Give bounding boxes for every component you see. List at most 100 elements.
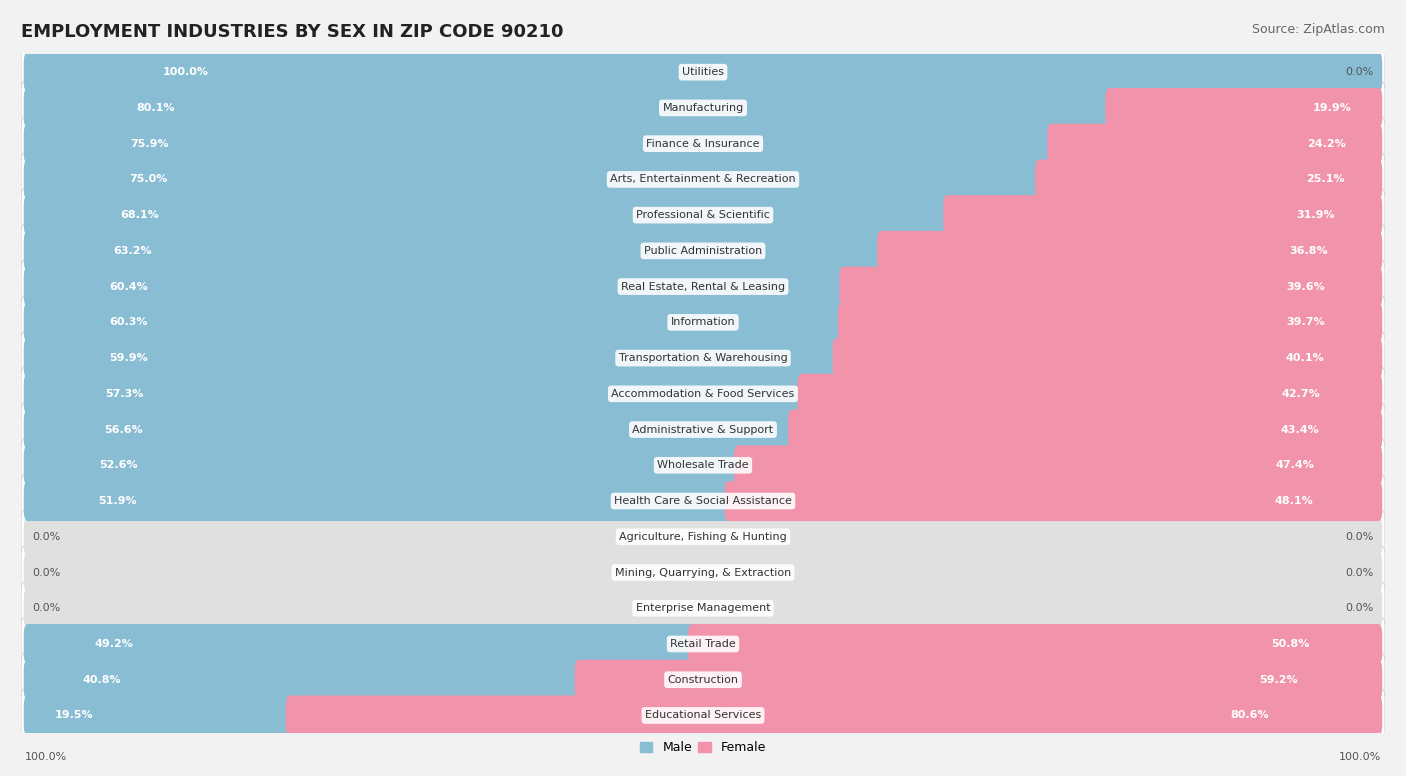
FancyBboxPatch shape — [734, 445, 1382, 485]
Text: 80.1%: 80.1% — [136, 103, 174, 113]
Text: Health Care & Social Assistance: Health Care & Social Assistance — [614, 496, 792, 506]
Text: 75.0%: 75.0% — [129, 175, 167, 185]
Text: 39.6%: 39.6% — [1286, 282, 1324, 292]
FancyBboxPatch shape — [21, 438, 1385, 493]
FancyBboxPatch shape — [832, 338, 1382, 378]
Text: Retail Trade: Retail Trade — [671, 639, 735, 649]
FancyBboxPatch shape — [838, 303, 1382, 342]
Text: Finance & Insurance: Finance & Insurance — [647, 139, 759, 149]
Text: Mining, Quarrying, & Extraction: Mining, Quarrying, & Extraction — [614, 567, 792, 577]
FancyBboxPatch shape — [21, 617, 1385, 671]
FancyBboxPatch shape — [839, 267, 1382, 307]
FancyBboxPatch shape — [24, 445, 742, 485]
Text: 19.9%: 19.9% — [1312, 103, 1351, 113]
Text: 100.0%: 100.0% — [163, 68, 209, 77]
Text: 48.1%: 48.1% — [1274, 496, 1313, 506]
Text: 0.0%: 0.0% — [1346, 603, 1374, 613]
Text: 40.1%: 40.1% — [1285, 353, 1324, 363]
FancyBboxPatch shape — [24, 123, 1057, 164]
FancyBboxPatch shape — [21, 510, 1385, 564]
FancyBboxPatch shape — [24, 481, 1382, 521]
FancyBboxPatch shape — [21, 581, 1385, 636]
Text: 49.2%: 49.2% — [94, 639, 134, 649]
FancyBboxPatch shape — [24, 231, 886, 271]
Text: Wholesale Trade: Wholesale Trade — [657, 460, 749, 470]
FancyBboxPatch shape — [24, 660, 1382, 700]
Text: 47.4%: 47.4% — [1275, 460, 1315, 470]
Text: Enterprise Management: Enterprise Management — [636, 603, 770, 613]
Text: Information: Information — [671, 317, 735, 327]
Text: 0.0%: 0.0% — [32, 567, 60, 577]
FancyBboxPatch shape — [21, 688, 1385, 743]
FancyBboxPatch shape — [21, 223, 1385, 278]
Text: 63.2%: 63.2% — [114, 246, 152, 256]
Text: Real Estate, Rental & Leasing: Real Estate, Rental & Leasing — [621, 282, 785, 292]
FancyBboxPatch shape — [24, 695, 295, 736]
Text: 80.6%: 80.6% — [1230, 711, 1270, 720]
FancyBboxPatch shape — [21, 367, 1385, 421]
Text: 24.2%: 24.2% — [1306, 139, 1346, 149]
FancyBboxPatch shape — [24, 660, 583, 700]
FancyBboxPatch shape — [24, 374, 1382, 414]
Text: 60.4%: 60.4% — [110, 282, 148, 292]
Text: 39.7%: 39.7% — [1286, 317, 1324, 327]
Text: 52.6%: 52.6% — [98, 460, 138, 470]
FancyBboxPatch shape — [21, 546, 1385, 600]
FancyBboxPatch shape — [24, 195, 952, 235]
Text: 50.8%: 50.8% — [1271, 639, 1309, 649]
FancyBboxPatch shape — [1047, 123, 1382, 164]
Legend: Male, Female: Male, Female — [640, 741, 766, 754]
Text: 0.0%: 0.0% — [32, 532, 60, 542]
FancyBboxPatch shape — [285, 695, 1382, 736]
FancyBboxPatch shape — [24, 123, 1382, 164]
Text: Professional & Scientific: Professional & Scientific — [636, 210, 770, 220]
FancyBboxPatch shape — [1035, 159, 1382, 199]
Text: Accommodation & Food Services: Accommodation & Food Services — [612, 389, 794, 399]
FancyBboxPatch shape — [24, 338, 1382, 378]
Text: 40.8%: 40.8% — [83, 674, 122, 684]
FancyBboxPatch shape — [21, 295, 1385, 349]
Text: 19.5%: 19.5% — [55, 711, 93, 720]
FancyBboxPatch shape — [24, 267, 848, 307]
FancyBboxPatch shape — [1105, 88, 1382, 128]
FancyBboxPatch shape — [21, 653, 1385, 707]
Text: Arts, Entertainment & Recreation: Arts, Entertainment & Recreation — [610, 175, 796, 185]
Text: 0.0%: 0.0% — [1346, 68, 1374, 77]
FancyBboxPatch shape — [21, 331, 1385, 385]
FancyBboxPatch shape — [24, 481, 733, 521]
Text: 0.0%: 0.0% — [1346, 532, 1374, 542]
FancyBboxPatch shape — [688, 624, 1382, 664]
Text: Public Administration: Public Administration — [644, 246, 762, 256]
FancyBboxPatch shape — [24, 88, 1382, 128]
Text: 51.9%: 51.9% — [98, 496, 136, 506]
Text: 57.3%: 57.3% — [105, 389, 143, 399]
Text: 36.8%: 36.8% — [1289, 246, 1329, 256]
FancyBboxPatch shape — [24, 52, 1382, 92]
FancyBboxPatch shape — [24, 159, 1382, 199]
Text: 0.0%: 0.0% — [1346, 567, 1374, 577]
FancyBboxPatch shape — [24, 624, 1382, 664]
Text: Educational Services: Educational Services — [645, 711, 761, 720]
FancyBboxPatch shape — [24, 303, 1382, 342]
FancyBboxPatch shape — [21, 403, 1385, 457]
Text: 68.1%: 68.1% — [120, 210, 159, 220]
FancyBboxPatch shape — [24, 88, 1114, 128]
Text: 31.9%: 31.9% — [1296, 210, 1336, 220]
FancyBboxPatch shape — [24, 374, 806, 414]
Text: 100.0%: 100.0% — [25, 752, 67, 761]
Text: Utilities: Utilities — [682, 68, 724, 77]
FancyBboxPatch shape — [24, 445, 1382, 485]
Text: EMPLOYMENT INDUSTRIES BY SEX IN ZIP CODE 90210: EMPLOYMENT INDUSTRIES BY SEX IN ZIP CODE… — [21, 23, 564, 41]
FancyBboxPatch shape — [724, 481, 1382, 521]
FancyBboxPatch shape — [21, 81, 1385, 135]
Text: 43.4%: 43.4% — [1281, 424, 1319, 435]
FancyBboxPatch shape — [24, 624, 696, 664]
FancyBboxPatch shape — [24, 195, 1382, 235]
FancyBboxPatch shape — [24, 267, 1382, 307]
FancyBboxPatch shape — [24, 517, 1382, 556]
Text: 59.2%: 59.2% — [1260, 674, 1298, 684]
FancyBboxPatch shape — [24, 338, 841, 378]
Text: 25.1%: 25.1% — [1306, 175, 1344, 185]
FancyBboxPatch shape — [24, 695, 1382, 736]
FancyBboxPatch shape — [877, 231, 1382, 271]
